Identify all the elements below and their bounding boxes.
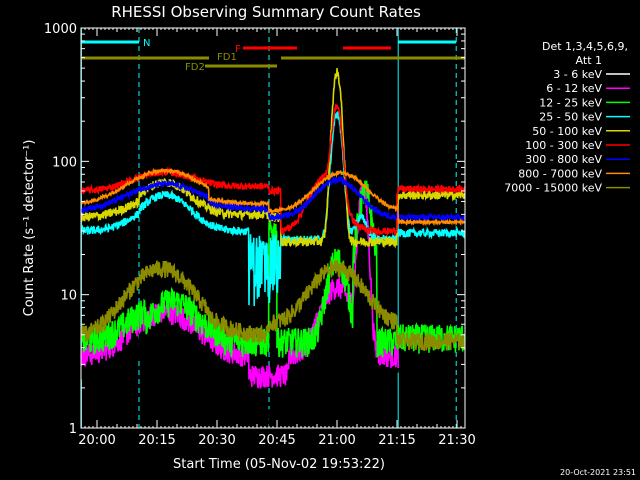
series-layer [81, 68, 465, 428]
legend-entry: 300 - 800 keV [525, 153, 602, 166]
series-line [81, 167, 465, 227]
flag-label: FD2 [185, 62, 205, 73]
flag-label: F [235, 44, 241, 55]
flag-label: FD1 [217, 52, 237, 63]
y-tick-label: 1000 [44, 22, 77, 37]
series-line [81, 175, 465, 223]
series-line [81, 260, 465, 352]
axes-layer: 1 10 100 1000 20:00 20:15 20:30 20:45 21:00 21:15… [44, 22, 476, 448]
legend-header: Det 1,3,4,5,6,9, [542, 40, 628, 53]
series-line [81, 111, 465, 307]
timestamp: 20-Oct-2021 23:51 [560, 468, 636, 477]
legend-entry: 50 - 100 keV [532, 125, 602, 138]
legend-entry: 3 - 6 keV [553, 68, 602, 81]
y-tick-label: 1 [69, 422, 77, 437]
series-line [81, 68, 465, 249]
legend-header: Att 1 [576, 54, 602, 67]
legend-entry: 800 - 7000 keV [518, 167, 602, 180]
legend-entry: 7000 - 15000 keV [504, 182, 602, 195]
y-axis-label: Count Rate (s⁻¹ detector⁻¹) [22, 140, 37, 317]
chart-title: RHESSI Observing Summary Count Rates [111, 3, 421, 21]
x-tick-label: 20:15 [138, 433, 175, 448]
x-tick-label: 21:00 [318, 433, 355, 448]
legend-entry: 6 - 12 keV [546, 82, 602, 95]
legend-entry: 100 - 300 keV [525, 139, 602, 152]
x-axis-label: Start Time (05-Nov-02 19:53:22) [173, 457, 385, 472]
x-tick-label: 21:15 [378, 433, 415, 448]
y-tick-label: 10 [60, 289, 77, 304]
y-tick-label: 100 [52, 155, 77, 170]
x-tick-label: 21:30 [438, 433, 475, 448]
x-tick-label: 20:45 [258, 433, 295, 448]
legend-entry: 12 - 25 keV [539, 96, 602, 109]
x-tick-label: 20:30 [198, 433, 235, 448]
flag-label: N [143, 38, 150, 49]
legend-entry: 25 - 50 keV [539, 111, 602, 124]
x-tick-label: 20:00 [78, 433, 115, 448]
